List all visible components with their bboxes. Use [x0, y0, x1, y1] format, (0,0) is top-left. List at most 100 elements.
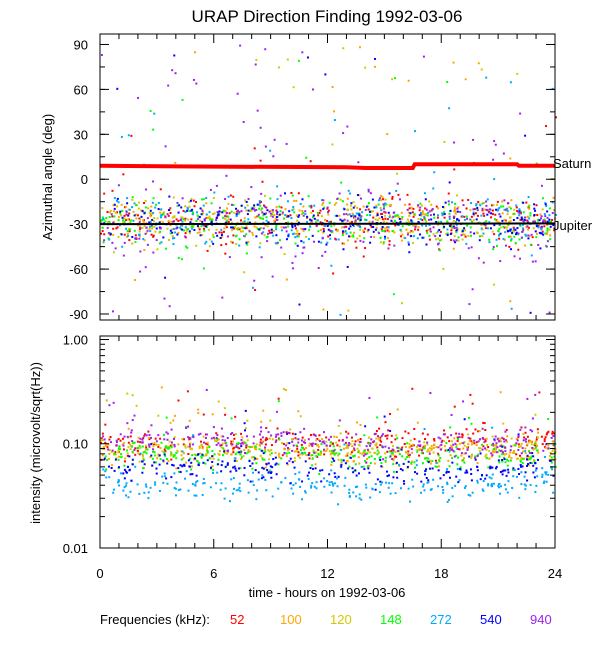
intensity-point-940	[369, 442, 372, 445]
azimuth-point-272	[486, 198, 489, 201]
intensity-point-272	[458, 479, 461, 482]
azimuth-point-148	[104, 220, 107, 223]
azimuth-point-540	[329, 234, 332, 237]
intensity-point-540	[128, 455, 131, 458]
azimuth-point-148	[232, 204, 235, 207]
azimuth-point-148	[529, 212, 532, 215]
intensity-point-940	[458, 436, 461, 439]
intensity-point-52	[401, 437, 404, 440]
intensity-point-272	[515, 475, 518, 478]
intensity-point-100	[485, 437, 488, 440]
azimuth-point-100	[356, 206, 359, 209]
intensity-point-940	[452, 449, 455, 452]
azimuth-point-940	[138, 237, 141, 240]
intensity-point-272	[467, 493, 470, 496]
intensity-point-100	[536, 444, 539, 447]
intensity-point-540	[425, 468, 428, 471]
azimuth-point-120	[492, 204, 495, 207]
azimuth-point-120	[350, 208, 353, 211]
intensity-point-272	[446, 481, 449, 484]
intensity-point-540	[465, 469, 468, 472]
azimuth-point-940	[317, 266, 320, 269]
azimuth-point-148	[308, 228, 311, 231]
azimuth-point-120	[397, 216, 400, 219]
azimuth-point-120	[230, 221, 233, 224]
azimuth-point-100	[272, 229, 275, 232]
azimuth-point-940	[357, 161, 360, 164]
azimuth-point-100	[132, 210, 135, 213]
azimuth-point-540	[546, 210, 549, 213]
intensity-point-540	[499, 470, 502, 473]
azimuth-point-120	[409, 231, 412, 234]
intensity-point-148	[398, 453, 401, 456]
intensity-point-540	[141, 460, 144, 463]
azimuth-point-272	[121, 245, 124, 248]
azimuth-point-540	[408, 251, 411, 254]
azimuth-point-540	[529, 311, 532, 314]
intensity-point-148	[456, 463, 459, 466]
intensity-point-272	[105, 476, 108, 479]
azimuth-point-540	[253, 204, 256, 207]
intensity-point-272	[228, 500, 231, 503]
azimuth-point-148	[446, 232, 449, 235]
intensity-point-940	[260, 426, 263, 429]
azimuth-point-100	[472, 219, 475, 222]
intensity-point-148	[492, 447, 495, 450]
azimuth-point-120	[420, 204, 423, 207]
intensity-point-272	[294, 472, 297, 475]
azimuth-point-120	[400, 302, 403, 305]
azimuth-point-100	[201, 208, 204, 211]
intensity-point-540	[402, 480, 405, 483]
azimuth-point-940	[519, 211, 522, 214]
intensity-point-120	[533, 447, 536, 450]
azimuth-point-120	[493, 283, 496, 286]
azimuth-point-540	[421, 236, 424, 239]
intensity-point-272	[411, 478, 414, 481]
azimuth-point-148	[341, 200, 344, 203]
azimuth-point-148	[392, 293, 395, 296]
azimuth-point-100	[224, 217, 227, 220]
intensity-point-272	[154, 483, 157, 486]
azimuth-point-120	[185, 229, 188, 232]
intensity-point-272	[304, 491, 307, 494]
azimuth-point-148	[317, 230, 320, 233]
intensity-point-148	[151, 450, 154, 453]
azimuth-point-100	[380, 199, 383, 202]
intensity-point-52	[277, 437, 280, 440]
azimuth-point-52	[159, 188, 162, 191]
intensity-point-100	[527, 464, 530, 467]
intensity-point-52	[145, 446, 148, 449]
azimuth-point-540	[158, 221, 161, 224]
intensity-point-100	[103, 448, 106, 451]
azimuth-point-540	[509, 228, 512, 231]
intensity-point-540	[189, 473, 192, 476]
azimuth-point-940	[544, 215, 547, 218]
azimuth-point-272	[480, 214, 483, 217]
intensity-point-148	[461, 459, 464, 462]
azimuth-point-100	[254, 216, 257, 219]
intensity-point-100	[335, 436, 338, 439]
intensity-point-940	[529, 429, 532, 432]
azimuth-point-100	[223, 227, 226, 230]
intensity-point-148	[249, 446, 252, 449]
bottom-y-tick-label: 0.10	[63, 437, 88, 452]
azimuth-point-52	[122, 173, 125, 176]
azimuth-point-120	[181, 216, 184, 219]
azimuth-point-940	[417, 204, 420, 207]
azimuth-point-120	[187, 218, 190, 221]
azimuth-point-940	[431, 208, 434, 211]
intensity-point-120	[295, 438, 298, 441]
azimuth-point-52	[384, 211, 387, 214]
azimuth-point-52	[408, 203, 411, 206]
intensity-point-100	[156, 457, 159, 460]
azimuth-point-940	[537, 243, 540, 246]
azimuth-point-272	[519, 223, 522, 226]
intensity-point-100	[404, 445, 407, 448]
azimuth-point-100	[117, 216, 120, 219]
azimuth-point-52	[406, 193, 409, 196]
azimuth-point-148	[448, 212, 451, 215]
azimuth-point-100	[295, 232, 298, 235]
intensity-point-100	[256, 457, 259, 460]
azimuth-point-148	[550, 220, 553, 223]
azimuth-point-272	[171, 237, 174, 240]
